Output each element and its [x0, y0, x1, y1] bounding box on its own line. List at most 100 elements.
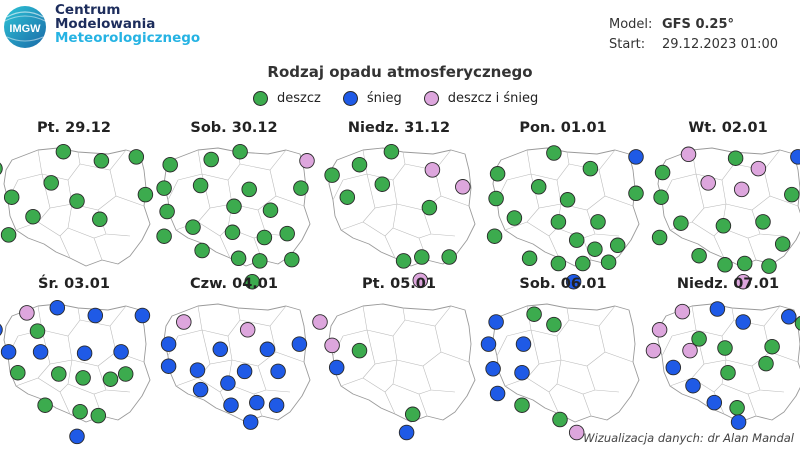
station-dot-snow: [514, 364, 530, 381]
poland-map: [486, 145, 644, 290]
station-dot-rain: [10, 364, 26, 381]
map-panel-3: Niedz. 31.12: [323, 120, 476, 289]
station-dot-rain: [256, 229, 273, 246]
poland-map: [651, 146, 800, 290]
station-dot-mix: [735, 273, 751, 290]
panel-date: Sob. 30.12: [190, 120, 278, 136]
station-dot-rain: [25, 208, 41, 225]
station-dot-snow: [665, 359, 682, 376]
station-dot-snow: [790, 149, 800, 165]
poland-map: [0, 299, 151, 445]
station-dot-rain: [51, 366, 67, 382]
region-border: [530, 329, 562, 365]
region-border: [418, 393, 428, 417]
station-dot-rain: [590, 214, 606, 230]
station-dot-rain: [720, 364, 736, 381]
station-dot-snow: [87, 307, 104, 324]
station-dot-rain: [794, 315, 800, 331]
page-title: Rodzaj opadu atmosferycznego: [267, 63, 533, 81]
station-dot-snow: [76, 345, 93, 361]
legend-dot-snow: [342, 91, 358, 106]
station-dot-rain: [75, 370, 91, 386]
station-dot-snow: [192, 381, 209, 398]
station-dot-rain: [559, 192, 576, 208]
start-value: 29.12.2023 01:00: [662, 37, 779, 52]
station-dot-rain: [92, 211, 108, 228]
station-dot-rain: [395, 253, 412, 269]
station-dot-snow: [730, 414, 747, 430]
station-dot-snow: [515, 336, 532, 352]
station-dot-rain: [715, 218, 732, 234]
station-dot-rain: [232, 143, 248, 160]
station-dot-snow: [398, 424, 415, 441]
panel-date: Pon. 01.01: [519, 120, 607, 136]
legend-item-snow: śnieg: [342, 91, 402, 106]
region-border: [530, 307, 570, 337]
station-dot-rain: [514, 397, 530, 413]
region-border: [695, 307, 735, 337]
station-dot-mix: [674, 303, 691, 320]
station-dot-mix: [645, 342, 662, 359]
station-dot-rain: [628, 185, 644, 202]
station-dot-snow: [480, 336, 497, 352]
imgw-logo: IMGW: [3, 5, 47, 49]
legend-label-mix: deszcz i śnieg: [447, 91, 539, 106]
poland-map: [160, 303, 311, 430]
station-dot-rain: [252, 253, 268, 269]
poland-map: [312, 303, 476, 441]
panel-date: Czw. 04.01: [190, 276, 278, 292]
map-panel-5: Wt. 02.01: [651, 120, 800, 290]
station-dot-rain: [526, 306, 542, 322]
org-line-2: Modelowania: [55, 16, 156, 32]
region-border: [530, 151, 570, 181]
legend-label-snow: śnieg: [366, 91, 402, 106]
station-dot-snow: [160, 358, 177, 374]
station-dot-rain: [224, 224, 241, 241]
station-dot-snow: [709, 301, 726, 317]
station-dot-rain: [137, 186, 154, 203]
station-dot-rain: [651, 229, 668, 246]
station-dot-snow: [236, 363, 253, 380]
map-panel-8: Pt. 05.01: [312, 276, 476, 441]
region-border: [93, 237, 103, 261]
station-dot-rain: [37, 397, 53, 413]
region-border: [41, 173, 73, 209]
logo-text: IMGW: [9, 23, 41, 35]
station-dot-rain: [279, 225, 295, 242]
map-panel-1: Pt. 29.12: [0, 120, 154, 270]
station-dot-rain: [755, 214, 771, 230]
region-border: [582, 237, 592, 261]
station-dot-rain: [764, 338, 780, 355]
country-outline: [657, 147, 800, 267]
imgw-logo-icon: IMGW: [4, 6, 46, 48]
station-dot-rain: [156, 228, 172, 244]
poland-map: [0, 143, 154, 267]
station-dot-snow: [242, 414, 259, 430]
region-border: [747, 237, 757, 261]
map-panel-10: Niedz. 07.01: [645, 276, 800, 430]
station-dot-rain: [55, 143, 72, 160]
station-dot-rain: [244, 273, 260, 290]
station-dot-rain: [691, 247, 707, 264]
region-border: [201, 329, 233, 365]
station-dot-rain: [162, 156, 178, 173]
station-dot-rain: [530, 179, 547, 195]
station-dot-snow: [0, 344, 17, 360]
station-dot-rain: [284, 251, 300, 268]
station-dot-rain: [441, 249, 457, 265]
station-dot-rain: [600, 254, 617, 270]
country-outline: [328, 147, 476, 267]
model-value: GFS 0.25°: [662, 17, 735, 32]
station-dot-snow: [249, 394, 265, 411]
station-dot-rain: [582, 160, 599, 177]
station-dot-snow: [223, 397, 239, 413]
organization-name: Centrum Modelowania Meteorologicznego: [55, 3, 200, 45]
panel-date: Niedz. 07.01: [676, 276, 780, 292]
station-dot-rain: [552, 411, 568, 428]
station-dot-rain: [717, 340, 733, 356]
region-border: [366, 173, 398, 209]
station-dot-rain: [69, 193, 85, 209]
model-row: Model: GFS 0.25°: [609, 15, 778, 35]
station-dot-snow: [706, 394, 723, 411]
station-dot-rain: [691, 331, 707, 347]
